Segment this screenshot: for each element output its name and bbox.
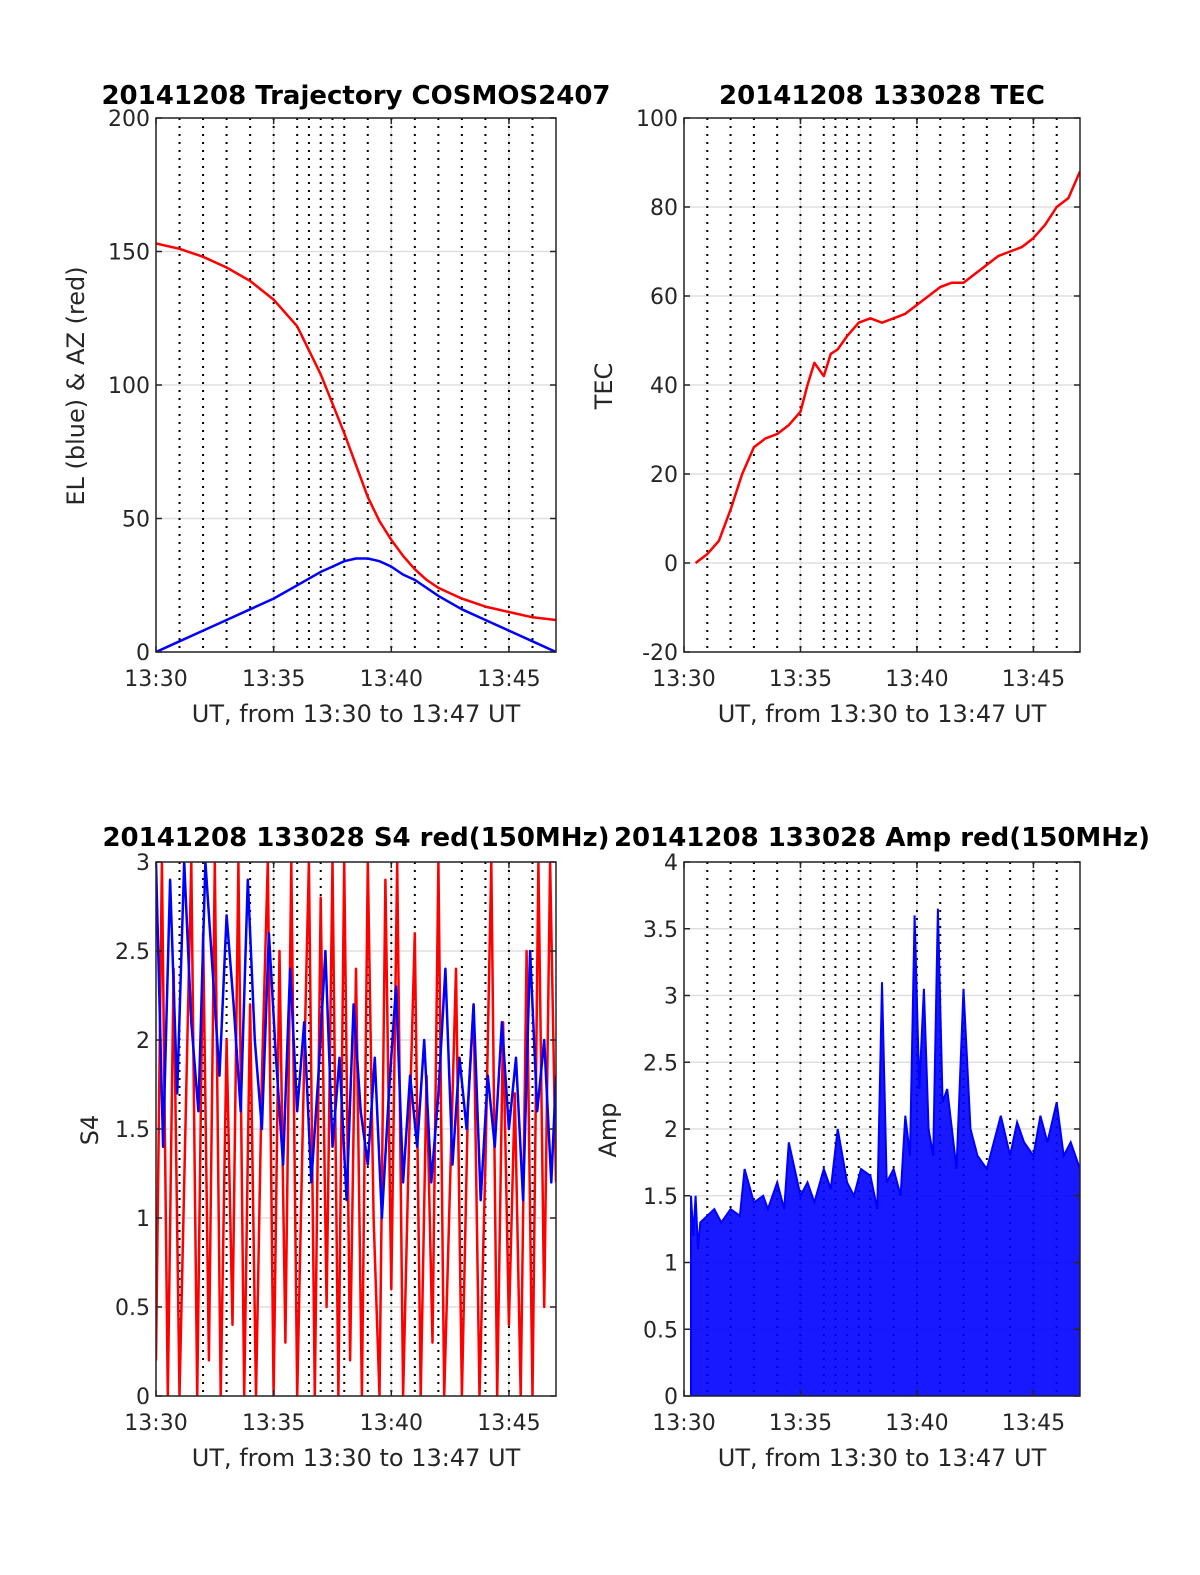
y-tick-label: 3 bbox=[664, 985, 678, 1010]
y-tick-label: 3 bbox=[136, 851, 150, 876]
chart-title: 20141208 133028 TEC bbox=[719, 81, 1045, 111]
y-tick-label: 40 bbox=[650, 374, 678, 399]
y-tick-label: 2.5 bbox=[643, 1051, 678, 1076]
y-tick-label: 0.5 bbox=[643, 1318, 678, 1343]
x-tick-label: 13:40 bbox=[360, 667, 423, 692]
x-tick-label: 13:30 bbox=[652, 1411, 715, 1436]
y-tick-label: 4 bbox=[664, 851, 678, 876]
chart-trajectory: 0 50 100 150 200 13:30 13:35 13:40 13:45 20141208… bbox=[62, 81, 611, 728]
y-tick-label: 200 bbox=[108, 107, 150, 132]
x-tick-label: 13:35 bbox=[769, 1411, 832, 1436]
y-tick-label: 1.5 bbox=[115, 1118, 150, 1143]
y-tick-label: 0.5 bbox=[115, 1296, 150, 1321]
y-axis-label: TEC bbox=[590, 363, 618, 411]
y-tick-label: 100 bbox=[108, 374, 150, 399]
series-line-0 bbox=[694, 170, 1080, 564]
series-line-1 bbox=[156, 862, 556, 1220]
x-tick-label: 13:40 bbox=[885, 667, 948, 692]
y-tick-label: 1.5 bbox=[643, 1185, 678, 1210]
x-tick-label: 13:45 bbox=[477, 1411, 540, 1436]
y-tick-label: 0 bbox=[136, 641, 150, 666]
x-tick-label: 13:30 bbox=[124, 1411, 187, 1436]
x-tick-label: 13:35 bbox=[242, 1411, 305, 1436]
y-tick-label: 150 bbox=[108, 241, 150, 266]
x-tick-label: 13:30 bbox=[652, 667, 715, 692]
x-axis-label: UT, from 13:30 to 13:47 UT bbox=[718, 700, 1047, 728]
series-line-1 bbox=[156, 557, 556, 652]
y-tick-label: 1 bbox=[664, 1252, 678, 1277]
chart-s4: 0 0.5 1 1.5 2 2.5 3 13:30 13:35 13:40 13:45 2014120… bbox=[76, 823, 610, 1472]
y-axis-label: Amp bbox=[594, 1102, 622, 1157]
y-axis-label: S4 bbox=[76, 1115, 104, 1146]
x-tick-label: 13:40 bbox=[360, 1411, 423, 1436]
series-area-0 bbox=[690, 908, 1080, 1396]
chart-tec: -20 0 20 40 60 80 100 13:30 13:35 13:40 13:45 20141… bbox=[590, 81, 1081, 728]
y-tick-label: 2 bbox=[136, 1029, 150, 1054]
y-tick-label: 100 bbox=[636, 107, 678, 132]
chart-title: 20141208 133028 Amp red(150MHz) bbox=[614, 823, 1150, 853]
y-tick-label: 20 bbox=[650, 463, 678, 488]
y-tick-label: 2 bbox=[664, 1118, 678, 1143]
y-tick-label: 1 bbox=[136, 1207, 150, 1232]
x-tick-label: 13:45 bbox=[477, 667, 540, 692]
x-axis-label: UT, from 13:30 to 13:47 UT bbox=[718, 1444, 1047, 1472]
series-line-0 bbox=[156, 242, 556, 622]
x-tick-label: 13:40 bbox=[885, 1411, 948, 1436]
y-tick-label: 2.5 bbox=[115, 940, 150, 965]
y-tick-label: 60 bbox=[650, 285, 678, 310]
series-line-0 bbox=[156, 862, 556, 1396]
chart-title: 20141208 133028 S4 red(150MHz) bbox=[102, 823, 609, 853]
x-tick-label: 13:35 bbox=[769, 667, 832, 692]
chart-amp: 0 0.5 1 1.5 2 2.5 3 3.5 4 13:30 13:35 13:40 13:45 201… bbox=[594, 823, 1150, 1472]
y-tick-label: 3.5 bbox=[643, 918, 678, 943]
y-axis-label: EL (blue) & AZ (red) bbox=[62, 266, 90, 505]
y-tick-label: -20 bbox=[642, 641, 678, 666]
y-tick-label: 50 bbox=[122, 508, 150, 533]
x-tick-label: 13:45 bbox=[1002, 667, 1065, 692]
x-axis-label: UT, from 13:30 to 13:47 UT bbox=[192, 1444, 521, 1472]
y-tick-label: 0 bbox=[136, 1385, 150, 1410]
y-tick-label: 0 bbox=[664, 552, 678, 577]
y-tick-label: 80 bbox=[650, 196, 678, 221]
chart-title: 20141208 Trajectory COSMOS2407 bbox=[101, 81, 610, 111]
x-tick-label: 13:30 bbox=[124, 667, 187, 692]
y-tick-label: 0 bbox=[664, 1385, 678, 1410]
x-axis-label: UT, from 13:30 to 13:47 UT bbox=[192, 700, 521, 728]
x-tick-label: 13:45 bbox=[1002, 1411, 1065, 1436]
x-tick-label: 13:35 bbox=[242, 667, 305, 692]
